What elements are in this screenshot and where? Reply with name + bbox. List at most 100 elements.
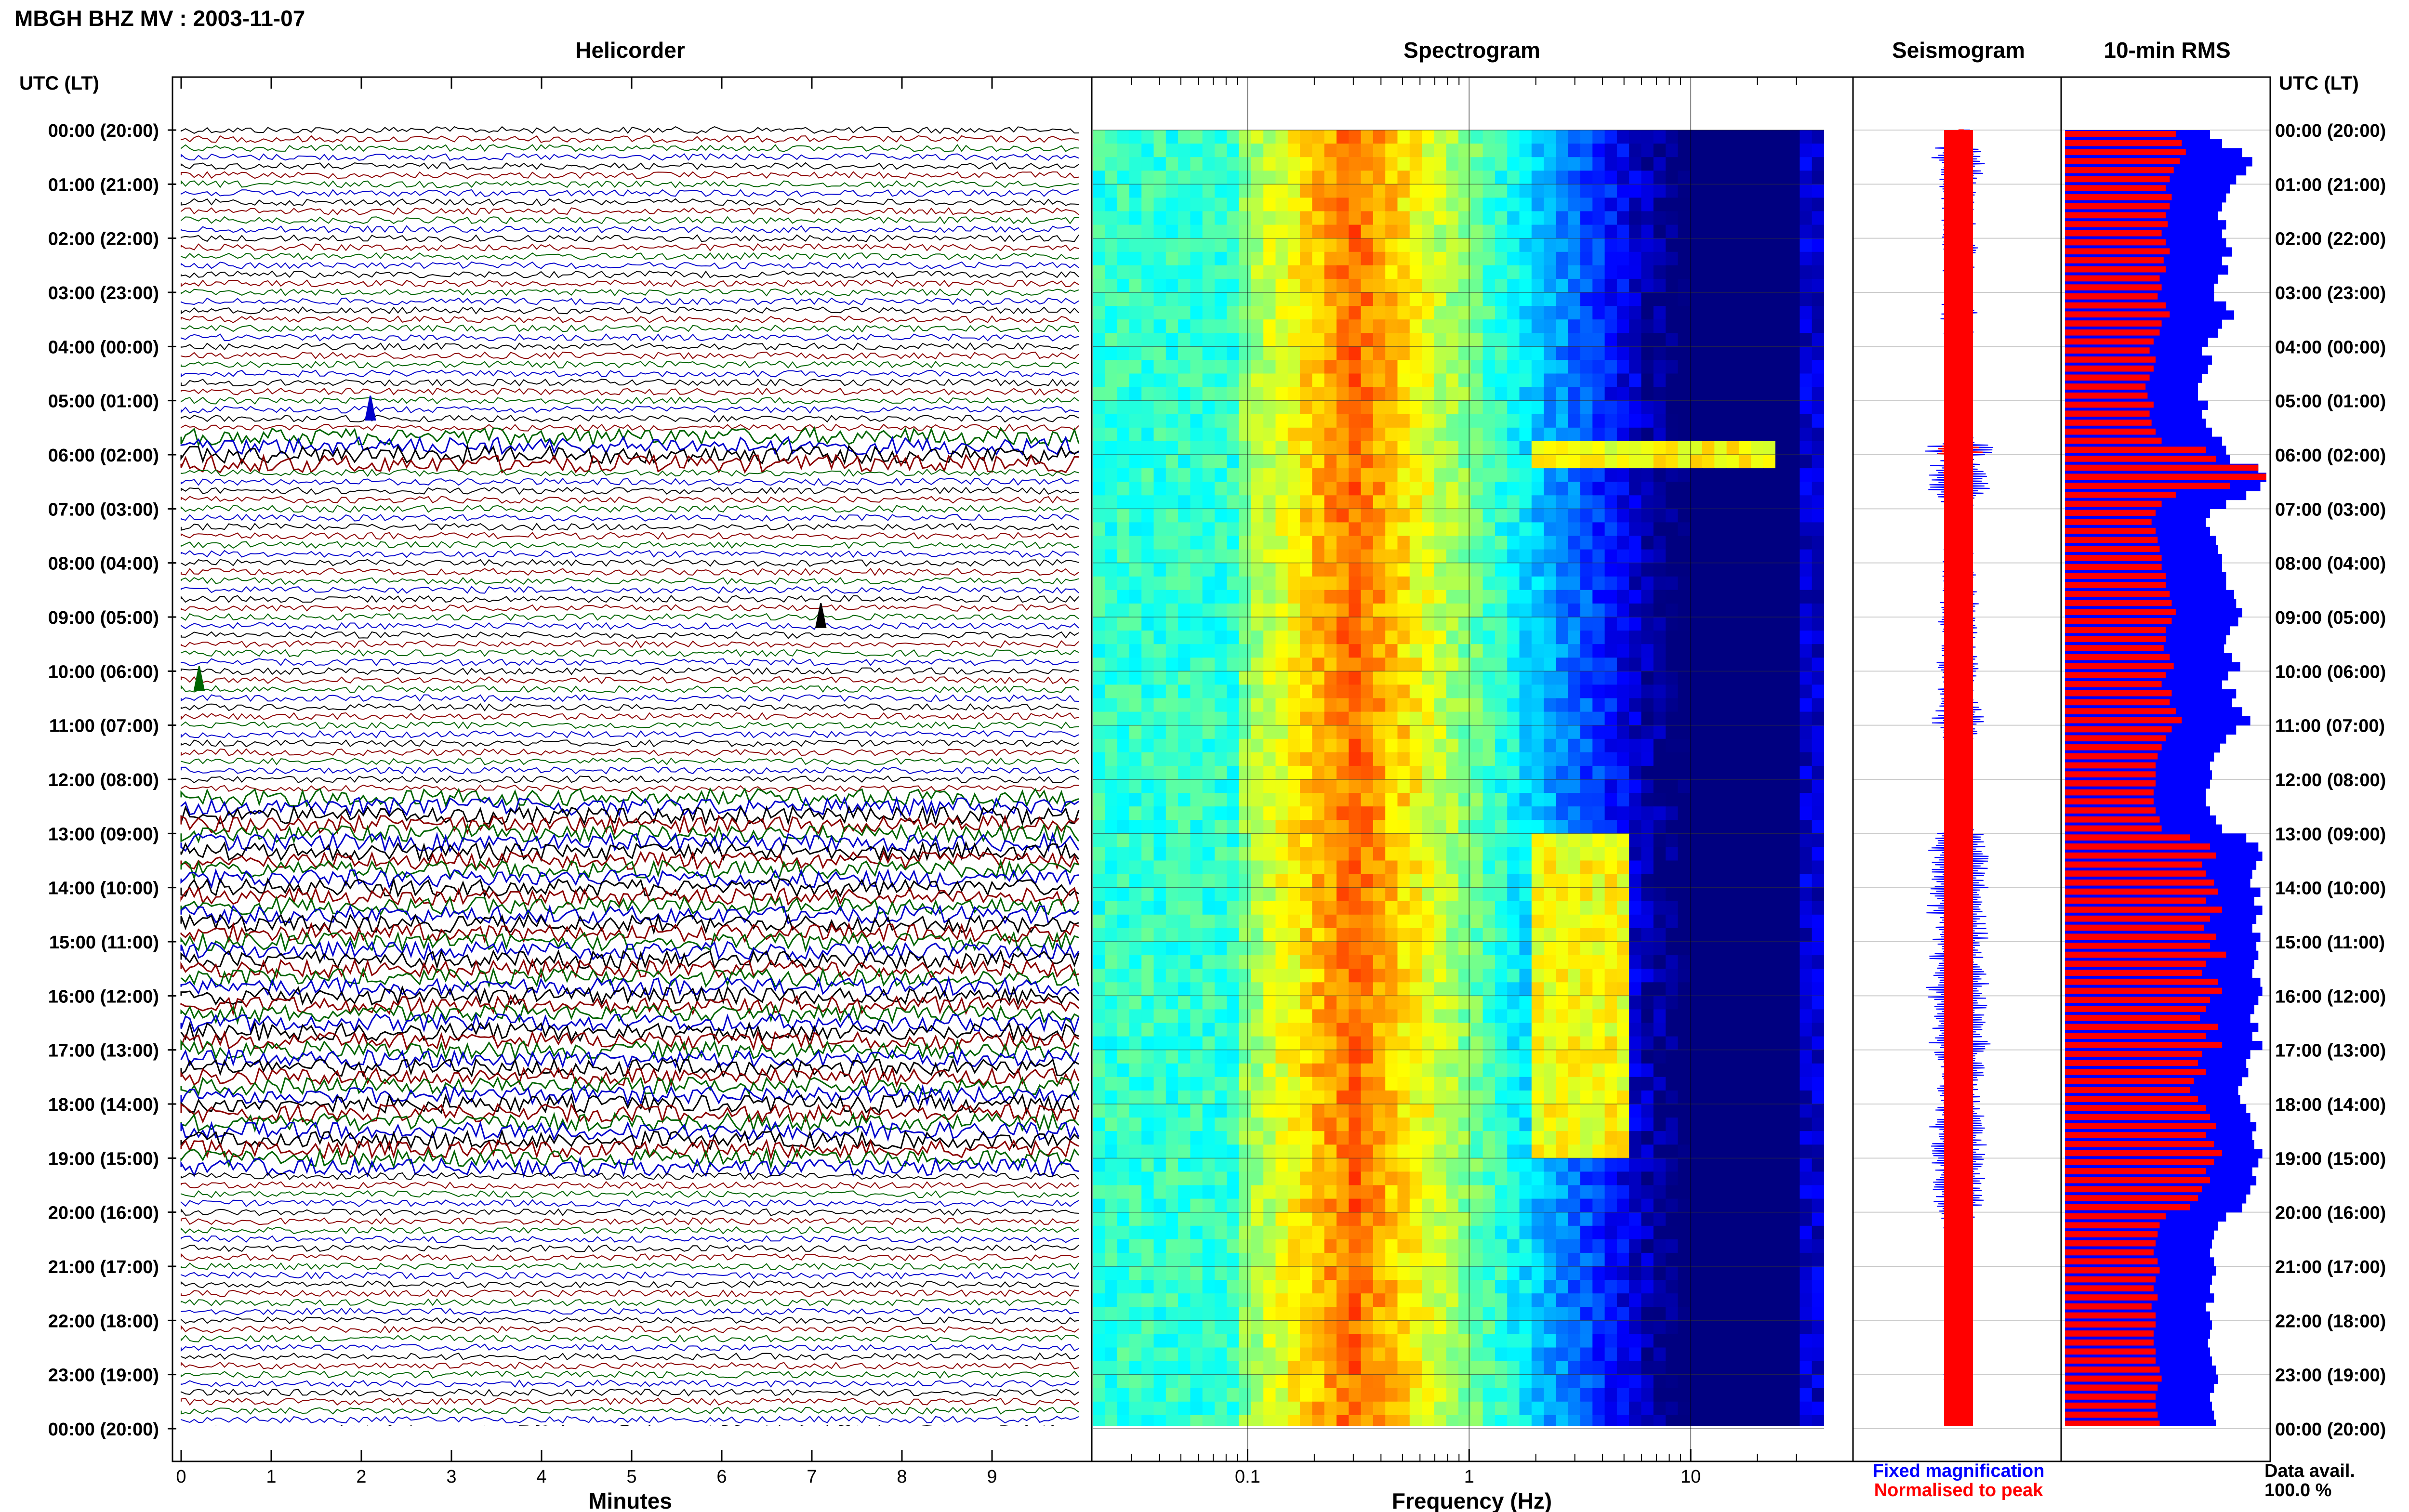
spectrogram-cell	[1604, 914, 1617, 929]
spectrogram-cell	[1775, 278, 1788, 293]
spectrogram-cell	[1409, 1063, 1422, 1078]
spectrogram-cell	[1616, 238, 1629, 252]
spectrogram-cell	[1653, 1063, 1666, 1078]
spectrogram-cell	[1324, 414, 1337, 428]
spectrogram-cell	[1812, 211, 1824, 225]
spectrogram-cell	[1397, 793, 1410, 807]
spectrogram-cell	[1385, 1118, 1398, 1131]
spectrogram-cell	[1787, 495, 1800, 510]
spectrogram-cell	[1690, 1009, 1703, 1024]
spectrogram-cell	[1446, 617, 1459, 631]
spectrogram-cell	[1666, 698, 1679, 712]
spectrogram-cell	[1275, 1144, 1288, 1159]
spectrogram-cell	[1738, 887, 1751, 902]
spectrogram-cell	[1409, 1104, 1422, 1118]
spectrogram-cell	[1495, 278, 1508, 293]
spectrogram-cell	[1227, 887, 1240, 902]
spectrogram-cell	[1812, 373, 1824, 388]
spectrogram-cell	[1604, 1131, 1617, 1145]
spectrogram-cell	[1726, 644, 1739, 658]
spectrogram-cell	[1312, 1158, 1325, 1172]
spectrogram-cell	[1397, 224, 1410, 239]
time-tick-label-left: 13:00 (09:00)	[48, 824, 159, 844]
spectrogram-cell	[1215, 603, 1228, 618]
spectrogram-cell	[1324, 833, 1337, 848]
spectrogram-cell	[1385, 360, 1398, 374]
spectrogram-cell	[1300, 224, 1313, 239]
spectrogram-cell	[1422, 657, 1435, 672]
spectrogram-cell	[1678, 1144, 1691, 1159]
spectrogram-cell	[1812, 996, 1824, 1010]
spectrogram-cell	[1604, 657, 1617, 672]
spectrogram-cell	[1812, 306, 1824, 320]
spectrogram-cell	[1616, 251, 1629, 266]
spectrogram-cell	[1653, 292, 1666, 306]
spectrogram-cell	[1129, 1090, 1142, 1104]
spectrogram-cell	[1141, 793, 1154, 807]
spectrogram-cell	[1361, 711, 1374, 726]
spectrogram-cell	[1482, 752, 1496, 766]
spectrogram-cell	[1690, 144, 1703, 158]
spectrogram-cell	[1726, 725, 1739, 739]
spectrogram-cell	[1178, 833, 1191, 848]
spectrogram-cell	[1763, 603, 1776, 618]
spectrogram-cell	[1397, 130, 1410, 144]
spectrogram-cell	[1300, 847, 1313, 861]
spectrogram-cell	[1531, 360, 1544, 374]
spectrogram-cell	[1653, 1185, 1666, 1199]
spectrogram-cell	[1556, 333, 1569, 347]
spectrogram-cell	[1202, 928, 1215, 942]
spectrogram-cell	[1787, 684, 1800, 699]
spectrogram-cell	[1800, 441, 1813, 455]
spectrogram-cell	[1275, 278, 1288, 293]
spectrogram-cell	[1239, 482, 1252, 496]
spectrogram-cell	[1409, 319, 1422, 334]
spectrogram-cell	[1434, 1063, 1447, 1078]
spectrogram-cell	[1653, 468, 1666, 482]
spectrogram-cell	[1215, 400, 1228, 415]
spectrogram-cell	[1361, 563, 1374, 577]
spectrogram-cell	[1568, 441, 1581, 455]
spectrogram-cell	[1129, 468, 1142, 482]
spectrogram-cell	[1775, 996, 1788, 1010]
spectrogram-cell	[1775, 901, 1788, 915]
spectrogram-cell	[1592, 928, 1605, 942]
spectrogram-cell	[1726, 806, 1739, 821]
helicorder-trace-line	[181, 207, 1079, 215]
spectrogram-cell	[1385, 1023, 1398, 1037]
spectrogram-cell	[1787, 184, 1800, 198]
spectrogram-cell	[1093, 292, 1106, 306]
spectrogram-cell	[1239, 346, 1252, 361]
spectrogram-cell	[1653, 333, 1666, 347]
spectrogram-cell	[1153, 1158, 1166, 1172]
spectrogram-cell	[1738, 955, 1751, 969]
spectrogram-cell	[1422, 631, 1435, 644]
spectrogram-cell	[1568, 1036, 1581, 1051]
spectrogram-cell	[1678, 414, 1691, 428]
spectrogram-cell	[1702, 211, 1715, 225]
spectrogram-cell	[1812, 414, 1824, 428]
spectrogram-cell	[1178, 346, 1191, 361]
spectrogram-cell	[1800, 996, 1813, 1010]
spectrogram-cell	[1812, 1009, 1824, 1024]
spectrogram-cell	[1641, 603, 1654, 618]
spectrogram-cell	[1580, 752, 1593, 766]
spectrogram-cell	[1714, 468, 1727, 482]
spectrogram-cell	[1287, 224, 1300, 239]
spectrogram-cell	[1653, 928, 1666, 942]
spectrogram-cell	[1592, 1050, 1605, 1064]
spectrogram-cell	[1568, 1050, 1581, 1064]
spectrogram-cell	[1153, 1185, 1166, 1199]
spectrogram-cell	[1202, 468, 1215, 482]
spectrogram-cell	[1239, 928, 1252, 942]
spectrogram-cell	[1446, 455, 1459, 469]
spectrogram-cell	[1702, 482, 1715, 496]
spectrogram-cell	[1239, 847, 1252, 861]
spectrogram-cell	[1215, 346, 1228, 361]
spectrogram-cell	[1726, 1144, 1739, 1159]
spectrogram-cell	[1361, 684, 1374, 699]
spectrogram-cell	[1544, 847, 1557, 861]
spectrogram-cell	[1714, 1104, 1727, 1118]
spectrogram-cell	[1482, 996, 1496, 1010]
spectrogram-cell	[1751, 292, 1764, 306]
